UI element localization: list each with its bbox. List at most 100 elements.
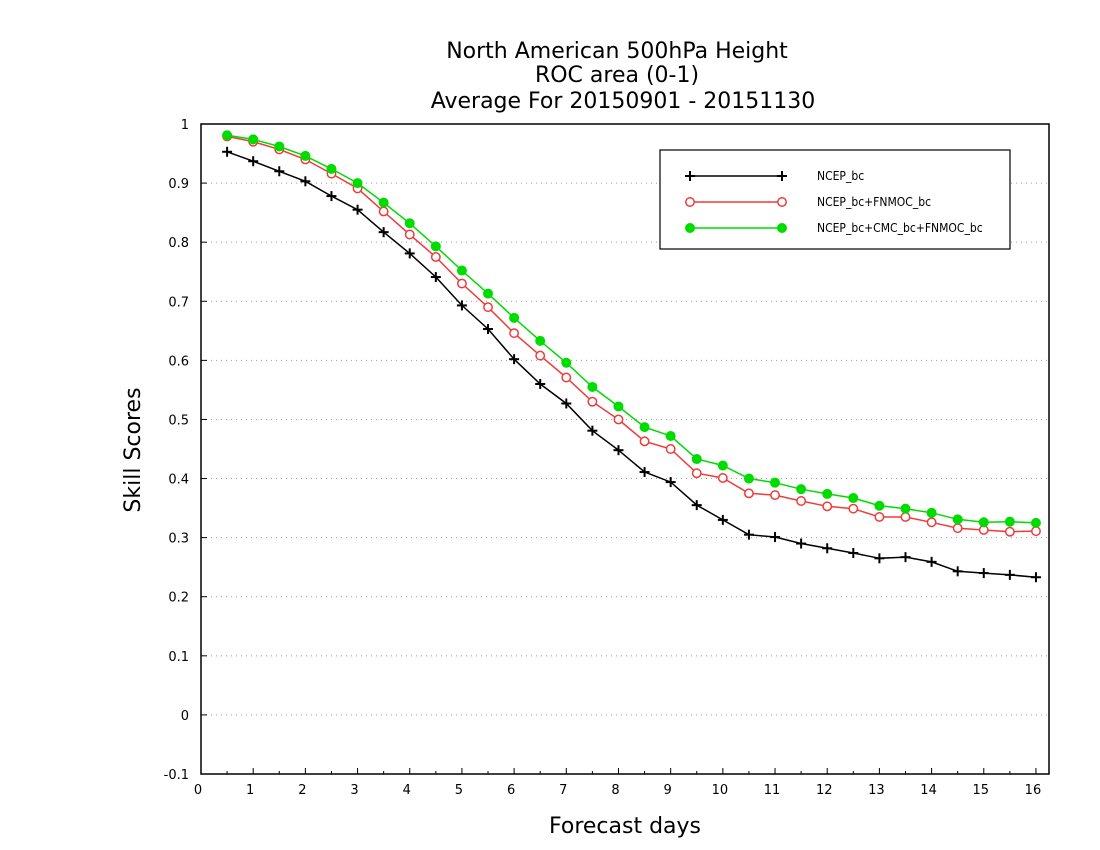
x-tick-label: 12 bbox=[816, 783, 833, 798]
data-point bbox=[535, 379, 546, 389]
axes: -0.100.10.20.30.40.50.60.70.80.910 1 2 3 4 5 6… bbox=[164, 118, 1042, 798]
data-point bbox=[222, 130, 233, 141]
y-tick-label: 0.8 bbox=[168, 236, 189, 251]
data-point bbox=[456, 278, 467, 289]
data-point bbox=[952, 566, 963, 577]
data-point bbox=[743, 488, 754, 499]
x-tick-label: 15 bbox=[972, 783, 989, 798]
data-point bbox=[639, 467, 650, 478]
chart-title: North American 500hPa Height ROC area (0… bbox=[431, 39, 816, 114]
data-point bbox=[430, 252, 441, 262]
data-point bbox=[796, 538, 807, 549]
data-point bbox=[378, 197, 389, 208]
y-tick-label: 0.3 bbox=[168, 532, 189, 547]
data-point bbox=[378, 227, 389, 238]
title-line-1: North American 500hPa Height bbox=[446, 39, 788, 64]
data-point bbox=[900, 512, 911, 522]
data-point bbox=[561, 357, 572, 368]
legend-entry: NCEP_bc+FNMOC_bc bbox=[685, 195, 931, 209]
data-point bbox=[613, 414, 624, 425]
y-tick-label: 0.7 bbox=[168, 295, 189, 310]
x-tick-label: 9 bbox=[664, 783, 672, 798]
data-point bbox=[770, 532, 781, 543]
data-point bbox=[639, 436, 650, 447]
data-point bbox=[326, 163, 337, 174]
legend: NCEP_bc NCEP_bc+FNMOC_bc NCEP_bc+CMC_bc+FN… bbox=[659, 149, 1011, 250]
data-point bbox=[822, 488, 833, 499]
data-point bbox=[900, 503, 911, 514]
y-tick-label: 0.5 bbox=[168, 413, 189, 428]
data-point bbox=[796, 484, 807, 495]
series-group bbox=[222, 130, 1041, 583]
x-tick-label: 5 bbox=[455, 783, 463, 798]
data-point bbox=[587, 396, 598, 407]
legend-label: NCEP_bc+FNMOC_bc bbox=[817, 195, 931, 209]
x-tick-label: 6 bbox=[507, 783, 515, 798]
data-point bbox=[1031, 526, 1041, 537]
legend-marker bbox=[777, 223, 787, 233]
legend-marker bbox=[685, 197, 695, 207]
data-point bbox=[691, 454, 702, 465]
data-point bbox=[848, 493, 859, 504]
data-point bbox=[874, 500, 885, 511]
y-tick-label: 0.9 bbox=[168, 177, 189, 192]
data-point bbox=[326, 191, 337, 202]
data-point bbox=[404, 229, 415, 240]
data-point bbox=[352, 204, 363, 215]
data-point bbox=[822, 501, 833, 512]
x-tick-label: 10 bbox=[712, 783, 729, 798]
data-point bbox=[404, 248, 415, 259]
data-point bbox=[952, 523, 963, 534]
data-point bbox=[874, 553, 885, 564]
data-point bbox=[717, 473, 728, 483]
data-point bbox=[404, 218, 415, 229]
data-point bbox=[430, 241, 441, 252]
plot-frame bbox=[200, 123, 1050, 775]
series-3 bbox=[222, 130, 1041, 528]
data-point bbox=[248, 156, 259, 167]
y-tick-label: 0.2 bbox=[168, 591, 189, 606]
y-tick-label: 1 bbox=[181, 118, 189, 133]
data-point bbox=[978, 568, 989, 579]
data-point bbox=[1004, 526, 1015, 537]
x-tick-label: 4 bbox=[403, 783, 411, 798]
y-tick-label: 0.4 bbox=[168, 473, 189, 488]
legend-entry: NCEP_bc+CMC_bc+FNMOC_bc bbox=[685, 221, 983, 235]
x-axis-label: Forecast days bbox=[549, 814, 701, 839]
title-line-2: ROC area (0-1) bbox=[535, 63, 699, 88]
legend-marker bbox=[685, 223, 695, 233]
legend-entry: NCEP_bc bbox=[685, 169, 864, 183]
data-point bbox=[483, 288, 494, 299]
data-point bbox=[430, 272, 441, 283]
data-point bbox=[926, 517, 937, 528]
data-point bbox=[822, 543, 833, 554]
data-point bbox=[456, 265, 467, 276]
data-point bbox=[639, 422, 650, 433]
x-tick-label: 0 bbox=[194, 783, 202, 798]
data-point bbox=[770, 490, 780, 501]
data-point bbox=[587, 425, 598, 436]
data-point bbox=[613, 445, 624, 456]
data-point bbox=[587, 381, 598, 392]
data-point bbox=[483, 302, 493, 313]
data-point bbox=[952, 514, 963, 525]
grid-lines bbox=[201, 182, 1049, 716]
data-point bbox=[926, 507, 937, 518]
data-point bbox=[300, 150, 311, 161]
data-point bbox=[222, 146, 233, 157]
data-point bbox=[300, 176, 311, 187]
y-tick-label: 0 bbox=[181, 709, 189, 724]
x-tick-label: 8 bbox=[611, 783, 619, 798]
data-point bbox=[665, 431, 676, 441]
y-tick-label: 0.6 bbox=[168, 354, 189, 369]
data-point bbox=[665, 444, 676, 454]
y-axis-label: Skill Scores bbox=[121, 387, 146, 512]
data-point bbox=[848, 503, 859, 514]
data-point bbox=[483, 324, 494, 335]
data-point bbox=[743, 473, 754, 484]
data-point bbox=[926, 556, 937, 567]
legend-label: NCEP_bc bbox=[817, 169, 864, 183]
data-point bbox=[665, 477, 676, 488]
data-point bbox=[613, 401, 624, 412]
